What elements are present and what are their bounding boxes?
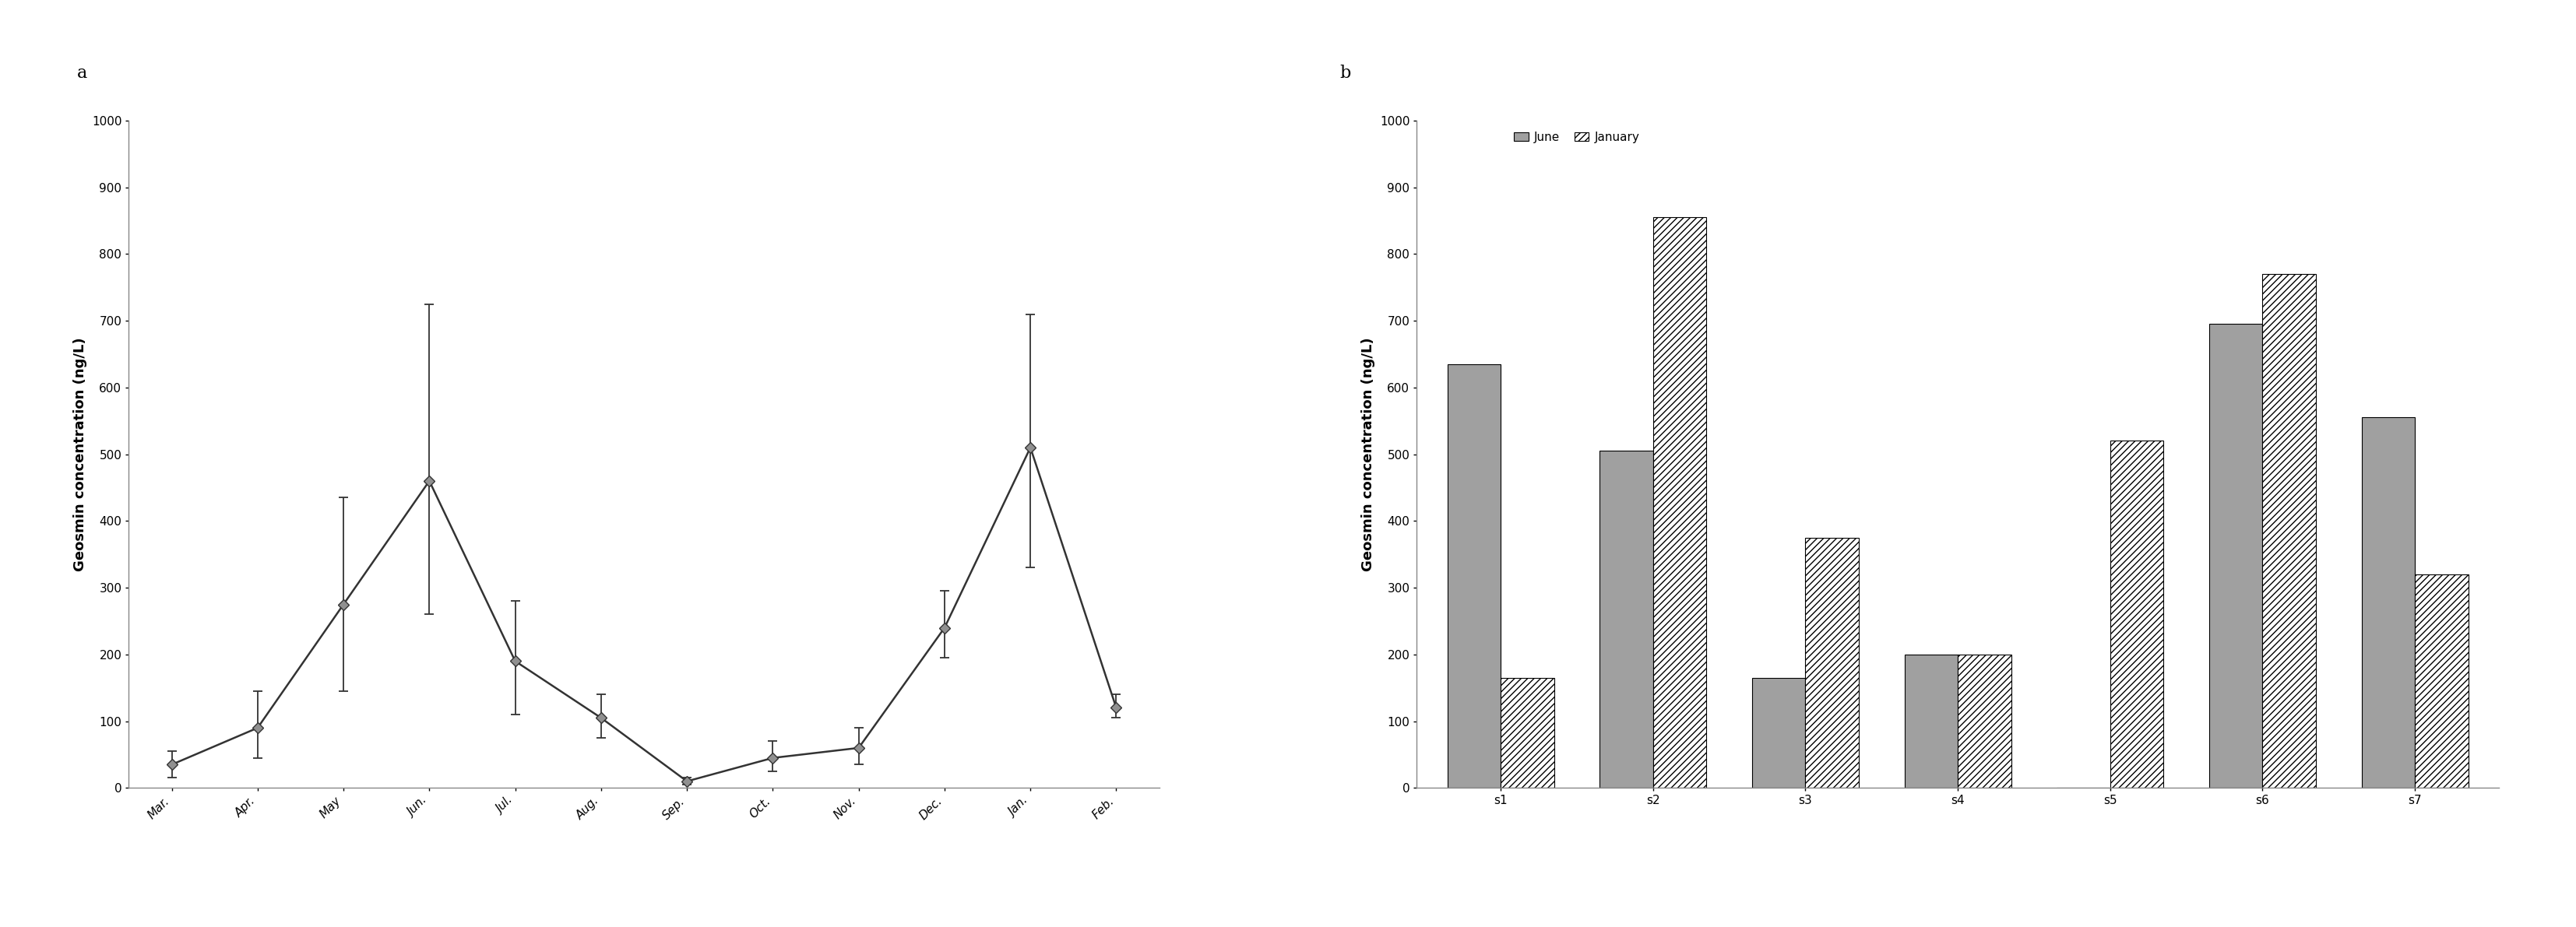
Bar bbox=[1752, 678, 1806, 788]
Legend: June, January: June, January bbox=[1510, 126, 1643, 147]
Bar bbox=[2362, 417, 2414, 788]
Bar bbox=[1958, 654, 2012, 788]
Text: b: b bbox=[1340, 65, 1350, 82]
Bar bbox=[1502, 678, 1553, 788]
Bar bbox=[2414, 575, 2468, 788]
Text: a: a bbox=[77, 65, 88, 82]
Bar bbox=[1904, 654, 1958, 788]
Y-axis label: Geosmin concentration (ng/L): Geosmin concentration (ng/L) bbox=[75, 337, 88, 571]
Bar bbox=[1600, 451, 1654, 788]
Y-axis label: Geosmin concentration (ng/L): Geosmin concentration (ng/L) bbox=[1363, 337, 1376, 571]
Bar bbox=[2262, 274, 2316, 788]
Bar bbox=[1448, 364, 1502, 788]
Bar bbox=[1654, 217, 1705, 788]
Bar bbox=[1806, 538, 1860, 788]
Bar bbox=[2210, 324, 2262, 788]
Bar bbox=[2110, 441, 2164, 788]
